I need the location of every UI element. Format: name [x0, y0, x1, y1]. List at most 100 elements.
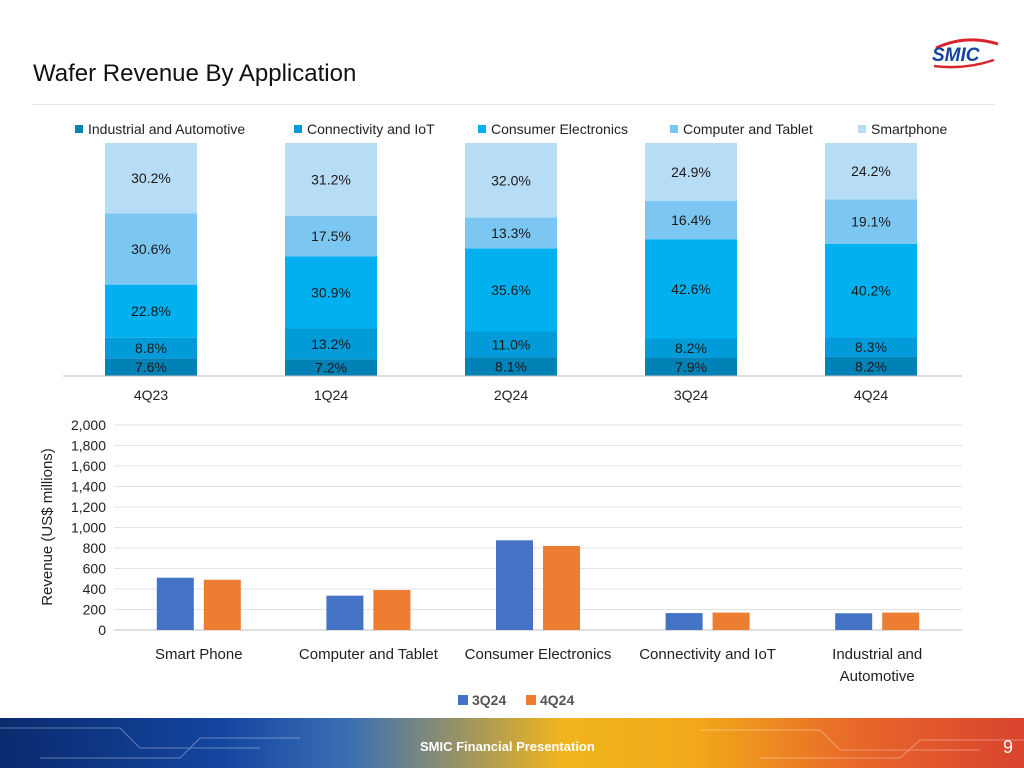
stack-seg-0-3: [105, 213, 197, 285]
stack-seg-1-0: [285, 359, 377, 376]
stack-label-4-1: 8.3%: [855, 339, 887, 355]
stack-seg-0-4: [105, 143, 197, 214]
stack-category-label-3: 3Q24: [674, 387, 708, 403]
stack-label-4-4: 24.2%: [851, 163, 891, 179]
bar-3-1: [712, 612, 750, 630]
stack-seg-1-3: [285, 215, 377, 257]
legend-swatch-4Q24: [526, 695, 536, 705]
logo-wordmark: SMIC: [932, 45, 980, 66]
stack-seg-4-1: [825, 337, 917, 357]
legend-label-4Q24: 4Q24: [540, 692, 574, 708]
stack-category-label-2: 2Q24: [494, 387, 528, 403]
stack-seg-4-4: [825, 143, 917, 200]
stacked-share-chart: Industrial and Automotive Connectivity an…: [63, 121, 962, 403]
stack-seg-1-1: [285, 328, 377, 360]
stack-label-2-3: 13.3%: [491, 225, 531, 241]
stack-seg-3-0: [645, 357, 737, 376]
ytick-label-8: 1,600: [71, 458, 106, 474]
circuit-pattern: [0, 727, 1024, 759]
stack-label-0-4: 30.2%: [131, 170, 171, 186]
stack-seg-2-2: [465, 248, 557, 332]
stack-label-3-4: 24.9%: [671, 164, 711, 180]
stack-seg-4-2: [825, 243, 917, 338]
stack-seg-4-3: [825, 199, 917, 244]
stack-label-3-3: 16.4%: [671, 212, 711, 228]
smic-logo: SMIC: [932, 38, 999, 69]
stack-label-0-0: 7.6%: [135, 359, 167, 375]
category-label-2-0: Consumer Electronics: [465, 646, 612, 663]
stack-label-2-2: 35.6%: [491, 282, 531, 298]
page-number: 9: [1003, 737, 1014, 757]
stack-label-2-0: 8.1%: [495, 359, 527, 375]
stack-seg-3-4: [645, 143, 737, 202]
stack-seg-2-3: [465, 217, 557, 249]
ytick-label-10: 2,000: [71, 417, 106, 433]
ytick-label-3: 600: [83, 561, 107, 577]
legend-swatch-0: [75, 125, 83, 133]
y-axis-label: Revenue (US$ millions): [39, 448, 56, 606]
stack-seg-3-1: [645, 338, 737, 358]
stack-label-3-2: 42.6%: [671, 281, 711, 297]
bar-0-0: [156, 577, 194, 630]
ytick-label-7: 1,400: [71, 479, 106, 495]
stack-label-1-3: 17.5%: [311, 228, 351, 244]
stack-label-1-0: 7.2%: [315, 360, 347, 376]
category-label-4-1: Automotive: [840, 668, 915, 685]
bar-1-0: [326, 595, 364, 630]
stack-seg-3-2: [645, 239, 737, 339]
stack-category-label-0: 4Q23: [134, 387, 168, 403]
stack-category-label-4: 4Q24: [854, 387, 888, 403]
revenue-bar-chart: 0 200 400 600 800 1,000 1,200 1,400 1,600 1,800 2,…: [39, 417, 962, 708]
bar-0-1: [203, 579, 241, 630]
stack-label-4-0: 8.2%: [855, 358, 887, 374]
title-divider: [33, 104, 995, 105]
stack-label-1-1: 13.2%: [311, 336, 351, 352]
footer-bar: [0, 718, 1024, 768]
ytick-label-1: 200: [83, 602, 107, 618]
ytick-label-5: 1,000: [71, 520, 106, 536]
footer-text: SMIC Financial Presentation: [420, 739, 595, 754]
stack-label-1-2: 30.9%: [311, 284, 351, 300]
category-label-4-0: Industrial and: [832, 646, 922, 663]
ytick-label-6: 1,200: [71, 499, 106, 515]
stack-seg-3-3: [645, 201, 737, 240]
stack-label-1-4: 31.2%: [311, 171, 351, 187]
legend-swatch-2: [478, 125, 486, 133]
bar-4-1: [882, 612, 920, 630]
logo-swoosh-bottom: [933, 58, 995, 69]
legend-label-3: Computer and Tablet: [683, 121, 813, 137]
ytick-label-9: 1,800: [71, 438, 106, 454]
stack-seg-2-4: [465, 143, 557, 218]
ytick-label-4: 800: [83, 540, 107, 556]
ytick-label-2: 400: [83, 581, 107, 597]
stack-seg-0-0: [105, 358, 197, 376]
legend-label-1: Connectivity and IoT: [307, 121, 435, 137]
stack-seg-2-0: [465, 357, 557, 376]
stack-seg-2-1: [465, 331, 557, 358]
stack-label-3-1: 8.2%: [675, 340, 707, 356]
stack-seg-0-2: [105, 284, 197, 338]
stack-label-0-3: 30.6%: [131, 241, 171, 257]
legend-swatch-3Q24: [458, 695, 468, 705]
stack-label-3-0: 7.9%: [675, 359, 707, 375]
legend-label-0: Industrial and Automotive: [88, 121, 245, 137]
category-label-0-0: Smart Phone: [155, 646, 243, 663]
category-label-1-0: Computer and Tablet: [299, 646, 439, 663]
stack-category-label-1: 1Q24: [314, 387, 348, 403]
legend-label-3Q24: 3Q24: [472, 692, 506, 708]
category-label-3-0: Connectivity and IoT: [639, 646, 776, 663]
stack-label-0-1: 8.8%: [135, 340, 167, 356]
stack-seg-1-2: [285, 256, 377, 329]
bar-2-0: [496, 540, 533, 630]
stack-seg-0-1: [105, 337, 197, 359]
logo-swoosh-top: [935, 38, 999, 50]
legend-swatch-1: [294, 125, 302, 133]
legend-swatch-3: [670, 125, 678, 133]
legend-label-2: Consumer Electronics: [491, 121, 628, 137]
stack-seg-4-0: [825, 356, 917, 376]
stack-label-4-3: 19.1%: [851, 214, 891, 230]
bar-1-1: [373, 590, 411, 630]
bar-3-0: [665, 613, 703, 630]
stack-seg-1-4: [285, 143, 377, 216]
stack-label-2-4: 32.0%: [491, 172, 531, 188]
